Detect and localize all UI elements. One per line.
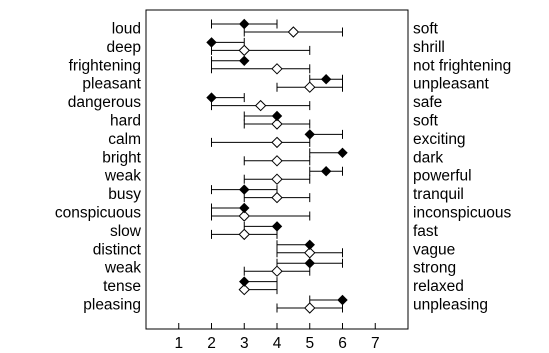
right-label: unpleasant: [413, 76, 490, 93]
right-label: not frightening: [413, 57, 511, 74]
open-diamond-point: [271, 191, 283, 204]
open-diamond-point: [238, 44, 250, 57]
data-marks: [206, 18, 348, 314]
filled-diamond-point: [304, 129, 315, 140]
filled-diamond-point: [304, 257, 315, 269]
filled-diamond-point: [239, 202, 250, 214]
open-diamond-point: [271, 155, 283, 167]
open-error-bar: [211, 64, 311, 74]
filled-diamond-point: [206, 37, 217, 48]
right-label: inconspicuous: [413, 205, 511, 222]
left-label: frightening: [69, 57, 141, 74]
right-label: tranquil: [413, 186, 464, 203]
left-label: calm: [108, 131, 141, 148]
filled-diamond-point: [320, 165, 332, 177]
open-diamond-point: [271, 173, 283, 185]
left-label: busy: [108, 186, 141, 203]
x-axis-ticks: [178, 323, 376, 329]
open-diamond-point: [304, 247, 316, 259]
left-label: conspicuous: [55, 205, 141, 222]
open-diamond-point: [271, 265, 283, 277]
filled-diamond-point: [304, 239, 315, 251]
left-label: weak: [104, 260, 141, 277]
filled-diamond-point: [271, 221, 283, 232]
filled-diamond-point: [239, 184, 250, 195]
left-label: loud: [112, 21, 141, 38]
filled-diamond-point: [271, 110, 283, 122]
right-label: fast: [413, 223, 439, 240]
filled-diamond-point: [206, 92, 217, 103]
open-diamond-point: [304, 81, 316, 93]
open-diamond-point: [271, 118, 283, 130]
right-label: powerful: [413, 168, 472, 185]
open-diamond-point: [238, 283, 250, 296]
open-error-bar: [211, 137, 311, 147]
left-label: slow: [110, 223, 142, 240]
x-tick-label-6: 6: [338, 335, 347, 352]
x-tick-label-3: 3: [240, 335, 249, 352]
left-label: pleasant: [82, 76, 141, 93]
open-error-bar: [211, 45, 311, 55]
left-label: deep: [107, 39, 141, 56]
open-diamond-point: [304, 302, 316, 314]
x-tick-label-1: 1: [174, 335, 183, 352]
x-tick-label-2: 2: [207, 335, 216, 352]
left-label: dangerous: [68, 94, 142, 111]
filled-diamond-point: [337, 147, 348, 159]
right-label: soft: [413, 113, 439, 130]
filled-diamond-point: [337, 294, 348, 306]
open-diamond-point: [287, 26, 300, 38]
left-label: pleasing: [83, 297, 141, 314]
open-diamond-point: [238, 228, 250, 241]
open-diamond-point: [238, 210, 250, 222]
right-label: dark: [413, 149, 443, 166]
right-label: strong: [413, 260, 456, 277]
open-diamond-point: [271, 63, 283, 75]
left-label: distinct: [93, 241, 142, 258]
right-label: vague: [413, 241, 455, 258]
right-label: unpleasing: [413, 297, 488, 314]
x-tick-label-5: 5: [305, 335, 314, 352]
x-tick-label-7: 7: [371, 335, 380, 352]
right-label: soft: [413, 21, 439, 38]
left-label: tense: [103, 278, 141, 295]
filled-diamond-point: [320, 73, 332, 85]
right-label: relaxed: [413, 278, 464, 295]
open-diamond-point: [271, 136, 283, 149]
filled-diamond-point: [239, 55, 250, 67]
filled-diamond-point: [239, 18, 250, 30]
left-label: bright: [102, 149, 141, 166]
open-diamond-point: [254, 99, 267, 112]
right-label: shrill: [413, 39, 445, 56]
right-label: safe: [413, 94, 442, 111]
filled-diamond-point: [239, 276, 250, 287]
x-axis-tick-labels: 1 2 3 4 5 6 7: [174, 335, 379, 352]
left-label: weak: [104, 168, 141, 185]
right-label: exciting: [413, 131, 466, 148]
left-label: hard: [110, 113, 141, 130]
x-tick-label-4: 4: [273, 335, 282, 352]
open-error-bar: [211, 211, 311, 221]
